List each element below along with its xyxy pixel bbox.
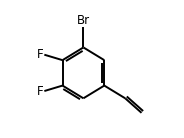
Text: Br: Br — [77, 14, 90, 26]
Text: F: F — [37, 48, 43, 61]
Text: F: F — [37, 85, 43, 98]
